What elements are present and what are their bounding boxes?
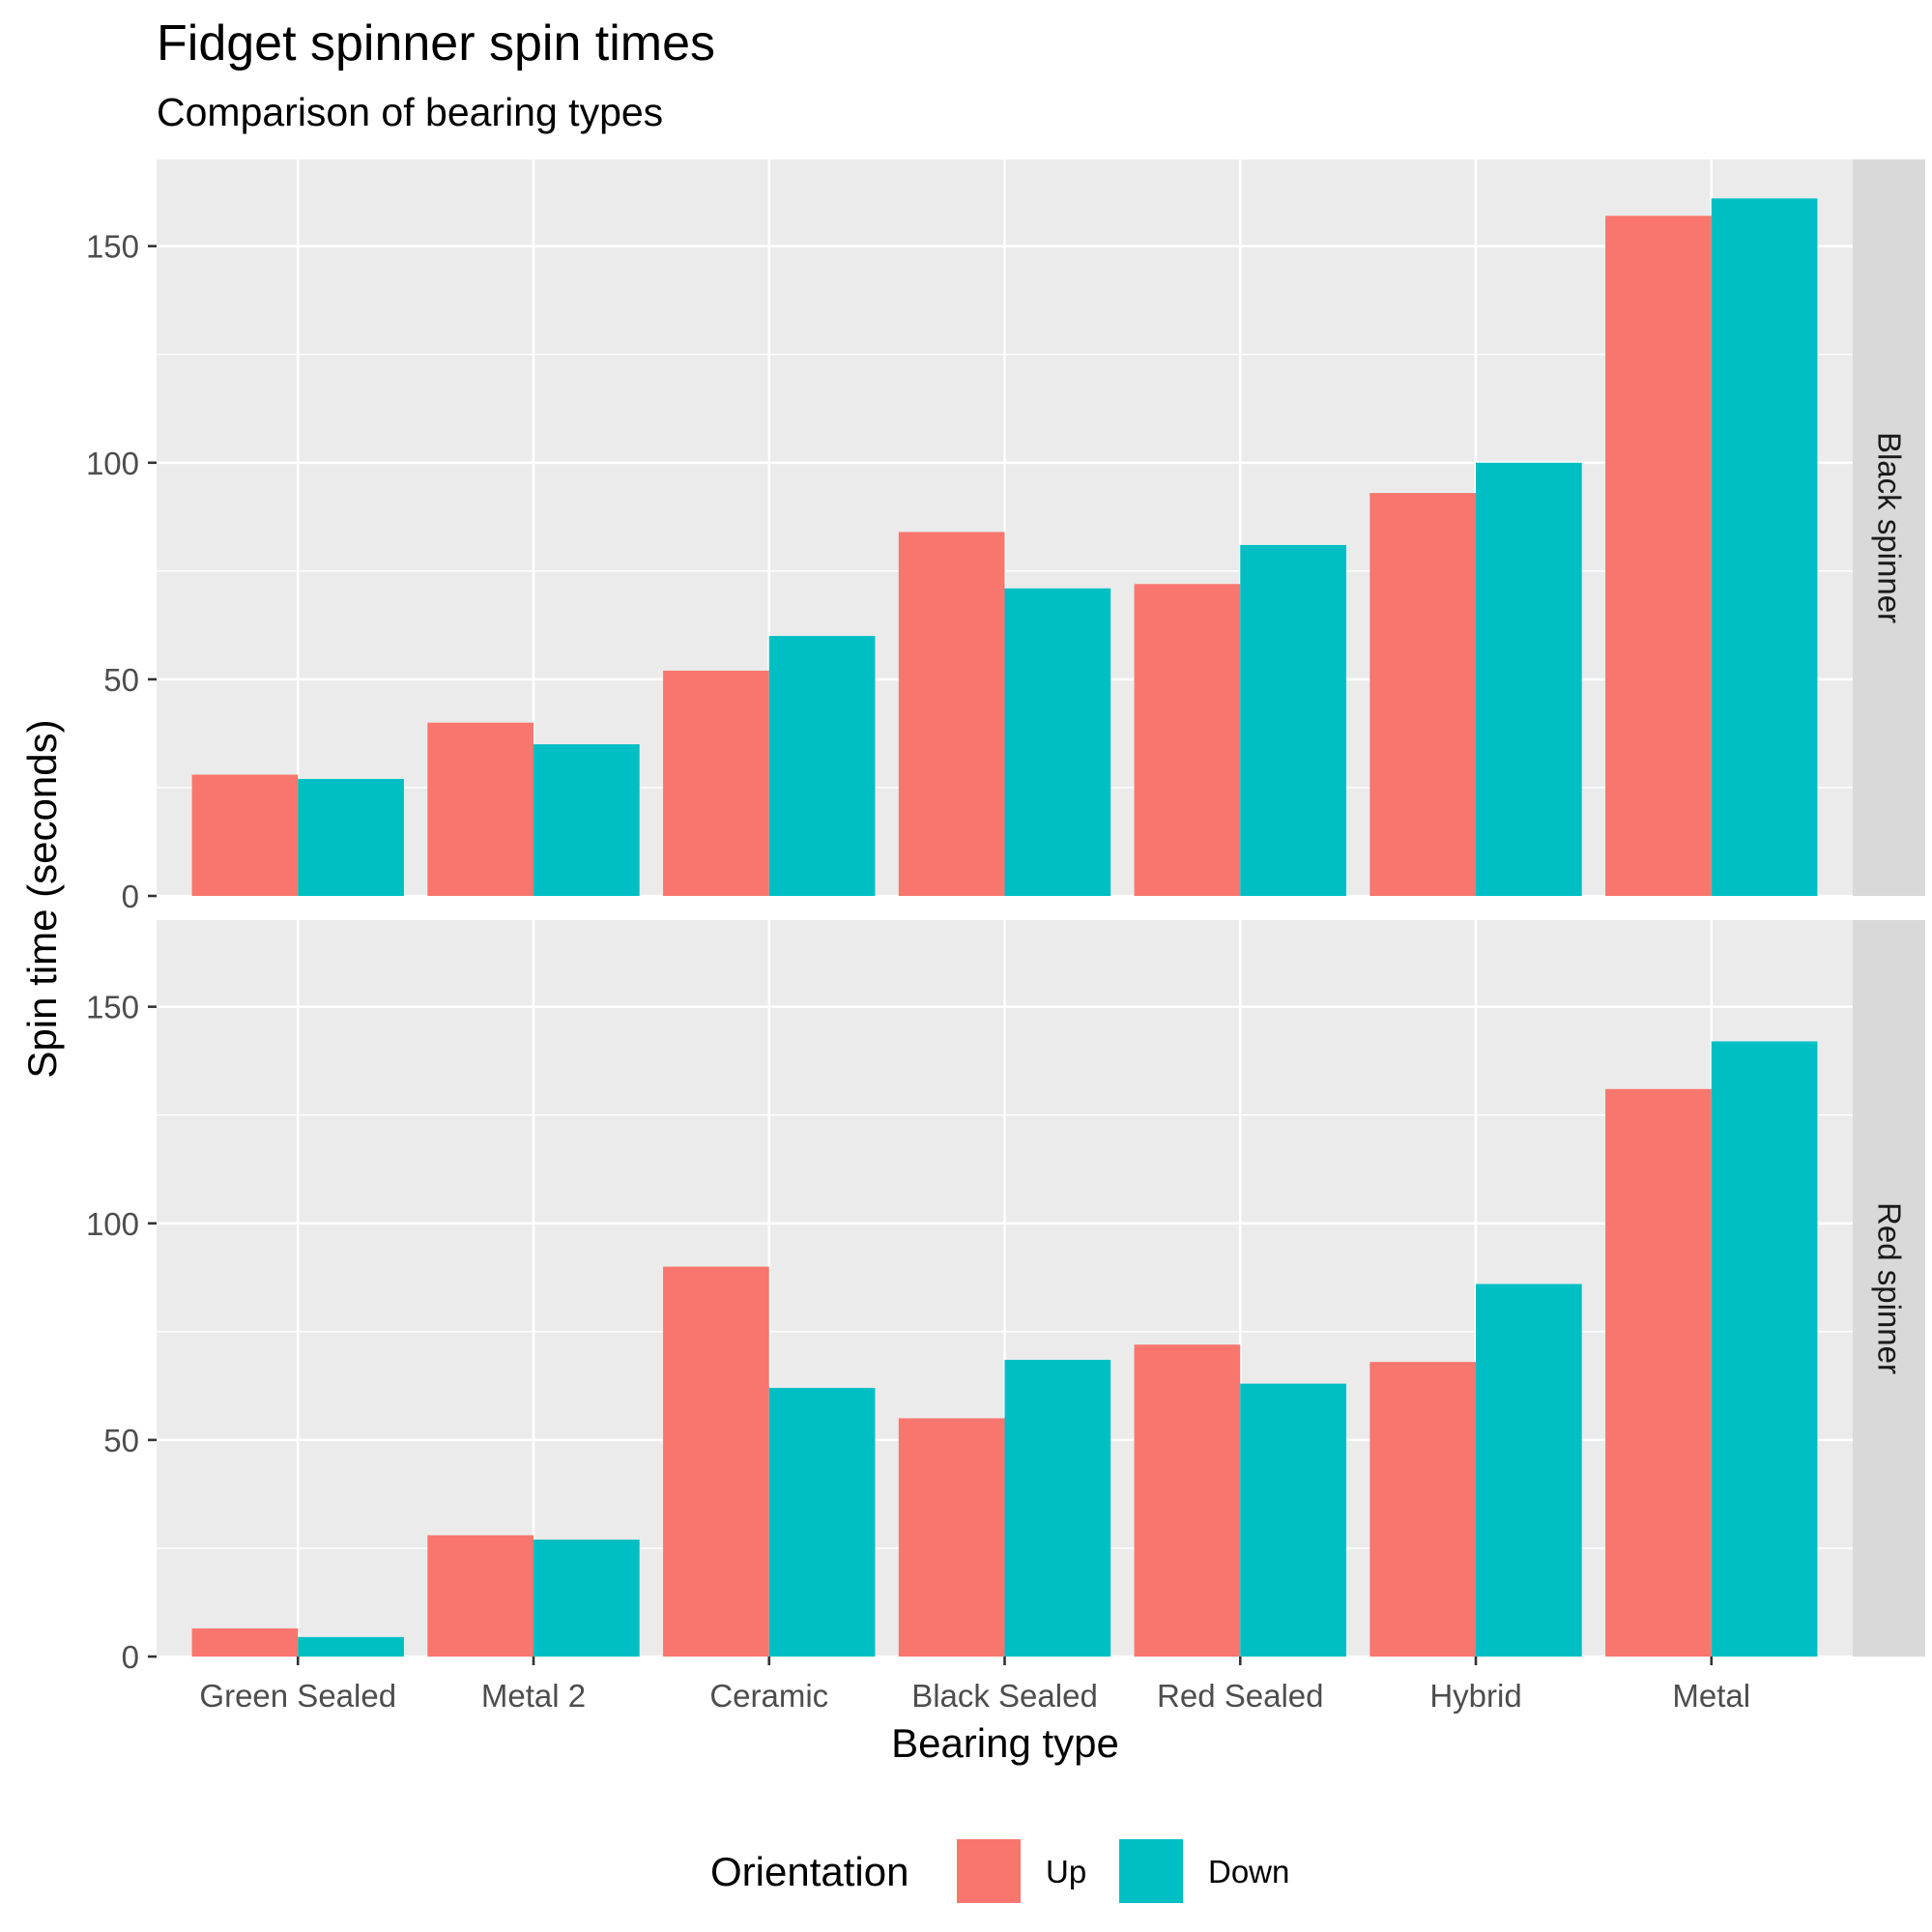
bar-up-metal-2	[427, 1535, 533, 1657]
x-tick-label-green-sealed: Green Sealed	[199, 1678, 396, 1714]
x-tick-label-red-sealed: Red Sealed	[1157, 1678, 1323, 1714]
y-tick-label: 50	[103, 1423, 139, 1458]
legend-key-down	[1119, 1839, 1183, 1903]
y-axis-title: Spin time (seconds)	[19, 719, 65, 1078]
bar-up-metal	[1605, 216, 1712, 897]
bar-down-green-sealed	[298, 778, 404, 896]
facet-strip-label: Red spinner	[1872, 1202, 1908, 1374]
bar-up-hybrid	[1370, 493, 1476, 896]
bar-down-ceramic	[768, 1388, 876, 1657]
chart-title: Fidget spinner spin times	[157, 15, 715, 72]
bar-down-red-sealed	[1240, 544, 1346, 896]
legend-key-up	[957, 1839, 1021, 1903]
bar-up-black-sealed	[898, 1418, 1005, 1657]
x-tick-label-ceramic: Ceramic	[709, 1678, 828, 1714]
x-tick-label-metal-2: Metal 2	[481, 1678, 586, 1714]
legend-label-down: Down	[1208, 1854, 1289, 1889]
bar-down-black-sealed	[1004, 1359, 1111, 1657]
bar-down-green-sealed	[298, 1636, 404, 1657]
bar-down-metal-2	[533, 1539, 640, 1657]
y-tick-label: 0	[122, 1639, 139, 1675]
bar-down-hybrid	[1476, 1283, 1582, 1657]
y-tick-label: 50	[103, 662, 139, 698]
x-axis: Green Sealed Metal 2 Ceramic Black Sealed Re…	[199, 1657, 1750, 1714]
facet-strip	[1853, 920, 1925, 1657]
bar-up-black-sealed	[898, 532, 1005, 896]
y-tick-label: 100	[86, 1206, 139, 1242]
facet-panel-red-spinner: 0 50 100 150 Red spinner	[86, 920, 1925, 1675]
bar-up-red-sealed	[1134, 584, 1241, 896]
bar-up-red-sealed	[1134, 1344, 1241, 1657]
x-tick-label-metal: Metal	[1672, 1678, 1750, 1714]
facet-panels: 0 50 100 150 Black spinner 0 50 100 150 Red spinn…	[86, 159, 1925, 1675]
y-tick-label: 0	[122, 879, 139, 914]
facet-strip	[1853, 159, 1925, 896]
legend-title: Orientation	[710, 1849, 908, 1894]
bar-up-metal	[1605, 1088, 1712, 1657]
facet-panel-black-spinner: 0 50 100 150 Black spinner	[86, 159, 1925, 914]
bar-up-ceramic	[663, 670, 769, 896]
bar-down-metal	[1711, 1041, 1818, 1657]
bar-down-metal-2	[533, 744, 640, 896]
bar-down-hybrid	[1476, 462, 1582, 896]
y-tick-label: 150	[86, 229, 139, 265]
bar-up-green-sealed	[191, 774, 299, 896]
legend-label-up: Up	[1046, 1854, 1086, 1889]
bar-down-ceramic	[768, 636, 876, 896]
x-tick-label-hybrid: Hybrid	[1429, 1678, 1521, 1714]
chart-subtitle: Comparison of bearing types	[157, 90, 663, 134]
bar-up-hybrid	[1370, 1362, 1476, 1657]
y-tick-label: 150	[86, 990, 139, 1025]
bar-up-green-sealed	[191, 1628, 299, 1657]
bar-down-metal	[1711, 198, 1818, 896]
bar-up-ceramic	[663, 1266, 769, 1657]
bar-down-black-sealed	[1004, 588, 1111, 896]
bar-up-metal-2	[427, 722, 533, 896]
facet-strip-label: Black spinner	[1872, 432, 1908, 623]
legend: Orientation Up Down	[710, 1839, 1289, 1903]
x-tick-label-black-sealed: Black Sealed	[911, 1678, 1098, 1714]
x-axis-title: Bearing type	[891, 1720, 1119, 1766]
bar-down-red-sealed	[1240, 1383, 1346, 1657]
y-tick-label: 100	[86, 446, 139, 481]
